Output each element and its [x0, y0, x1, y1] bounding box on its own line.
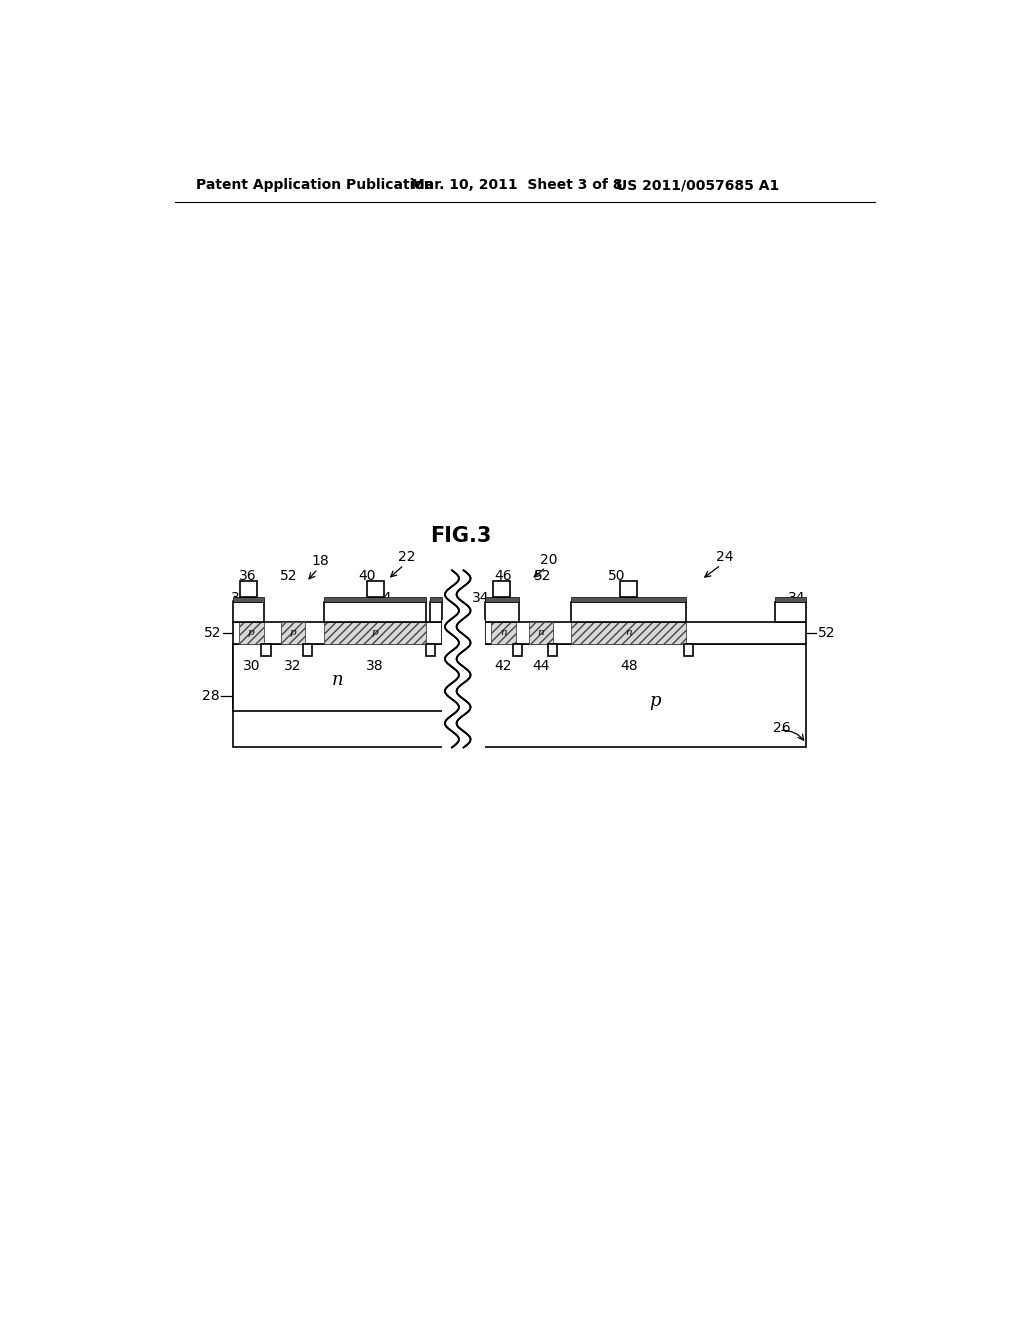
Bar: [684, 644, 693, 656]
Text: 34: 34: [375, 591, 392, 605]
Text: 26: 26: [773, 721, 791, 735]
Bar: [490, 622, 515, 644]
Text: 34: 34: [788, 591, 806, 605]
Bar: [513, 644, 522, 656]
Bar: [324, 622, 426, 644]
Text: 52: 52: [280, 569, 297, 583]
Bar: [571, 597, 686, 602]
Text: 34: 34: [230, 591, 248, 605]
Bar: [775, 602, 806, 622]
Bar: [430, 597, 442, 602]
Text: n: n: [500, 628, 507, 638]
Text: Patent Application Publication: Patent Application Publication: [197, 178, 434, 193]
Text: 34: 34: [472, 591, 489, 605]
Text: p: p: [649, 692, 660, 710]
Bar: [621, 581, 637, 597]
Text: 24: 24: [716, 550, 733, 564]
Bar: [303, 644, 312, 656]
Bar: [232, 644, 445, 711]
Bar: [571, 622, 686, 644]
Text: 44: 44: [532, 659, 550, 673]
Bar: [430, 602, 442, 622]
Bar: [484, 622, 806, 644]
Text: 52: 52: [534, 569, 551, 583]
Text: 30: 30: [243, 659, 260, 673]
Text: 36: 36: [240, 569, 257, 583]
Text: 40: 40: [358, 569, 376, 583]
Text: FIG.3: FIG.3: [430, 525, 492, 545]
Bar: [282, 622, 305, 644]
Bar: [367, 581, 384, 597]
Text: n: n: [538, 628, 545, 638]
Text: 18: 18: [311, 554, 329, 568]
Text: 52: 52: [204, 626, 221, 640]
Bar: [529, 622, 553, 644]
Bar: [493, 581, 510, 597]
Bar: [239, 622, 263, 644]
Bar: [232, 622, 442, 644]
Text: n: n: [626, 628, 632, 638]
Bar: [232, 597, 263, 602]
Bar: [240, 581, 257, 597]
Text: US 2011/0057685 A1: US 2011/0057685 A1: [616, 178, 779, 193]
Text: n: n: [332, 672, 343, 689]
Text: 52: 52: [818, 626, 836, 640]
Text: 32: 32: [285, 659, 302, 673]
Text: 46: 46: [495, 569, 512, 583]
Text: 48: 48: [620, 659, 638, 673]
Bar: [442, 642, 484, 748]
Bar: [484, 602, 519, 622]
Text: 20: 20: [540, 553, 558, 566]
Bar: [484, 597, 519, 602]
Bar: [324, 602, 426, 622]
Text: 38: 38: [367, 659, 384, 673]
Bar: [571, 602, 686, 622]
Text: 42: 42: [495, 659, 512, 673]
Text: p: p: [248, 628, 255, 638]
Text: p: p: [290, 628, 296, 638]
Text: 28: 28: [202, 689, 219, 702]
Bar: [324, 597, 426, 602]
Text: 22: 22: [398, 550, 416, 564]
Text: p: p: [372, 628, 379, 638]
Text: 50: 50: [607, 569, 625, 583]
Bar: [548, 644, 557, 656]
Bar: [426, 644, 435, 656]
Bar: [232, 644, 806, 747]
Bar: [232, 602, 263, 622]
Bar: [442, 620, 484, 645]
Bar: [775, 597, 806, 602]
Bar: [261, 644, 270, 656]
Text: Mar. 10, 2011  Sheet 3 of 8: Mar. 10, 2011 Sheet 3 of 8: [411, 178, 623, 193]
